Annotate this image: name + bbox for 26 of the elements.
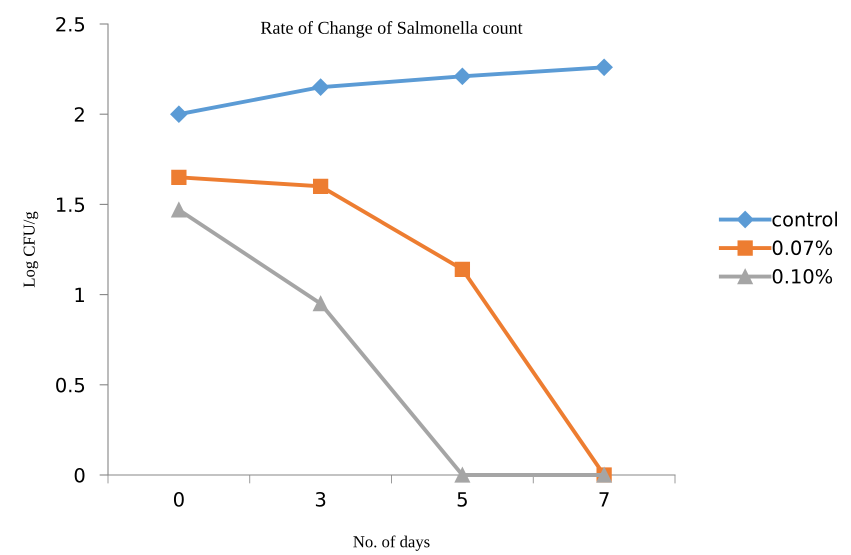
y-tick-label: 0	[74, 468, 84, 483]
point	[454, 262, 470, 277]
chart-title: Rate of Change of Salmonella count	[260, 20, 523, 38]
point	[312, 78, 330, 96]
x-tick-label: 0	[174, 492, 184, 507]
point	[454, 68, 471, 85]
point	[454, 467, 470, 483]
y-tick-label: 2	[74, 107, 84, 122]
point	[171, 202, 187, 218]
legend-label: control	[772, 212, 837, 227]
point	[171, 170, 187, 185]
point	[312, 178, 328, 194]
y-tick-label: 0.5	[56, 378, 84, 392]
x-axis-title: No. of days	[353, 535, 430, 551]
x-tick-label: 7	[600, 492, 609, 506]
legend-label: 0.07%	[772, 240, 832, 256]
y-tick-label: 2.5	[56, 16, 84, 32]
y-tick-label: 1.5	[56, 198, 84, 212]
y-axis-title: Log CFU/g	[24, 212, 38, 288]
x-tick-label: 3	[316, 492, 326, 507]
legend-label: 0.10%	[772, 268, 832, 284]
point	[170, 106, 188, 123]
point	[312, 296, 328, 312]
x-tick-label: 5	[458, 492, 467, 507]
point	[596, 58, 613, 76]
y-tick-label: 1	[76, 288, 84, 302]
